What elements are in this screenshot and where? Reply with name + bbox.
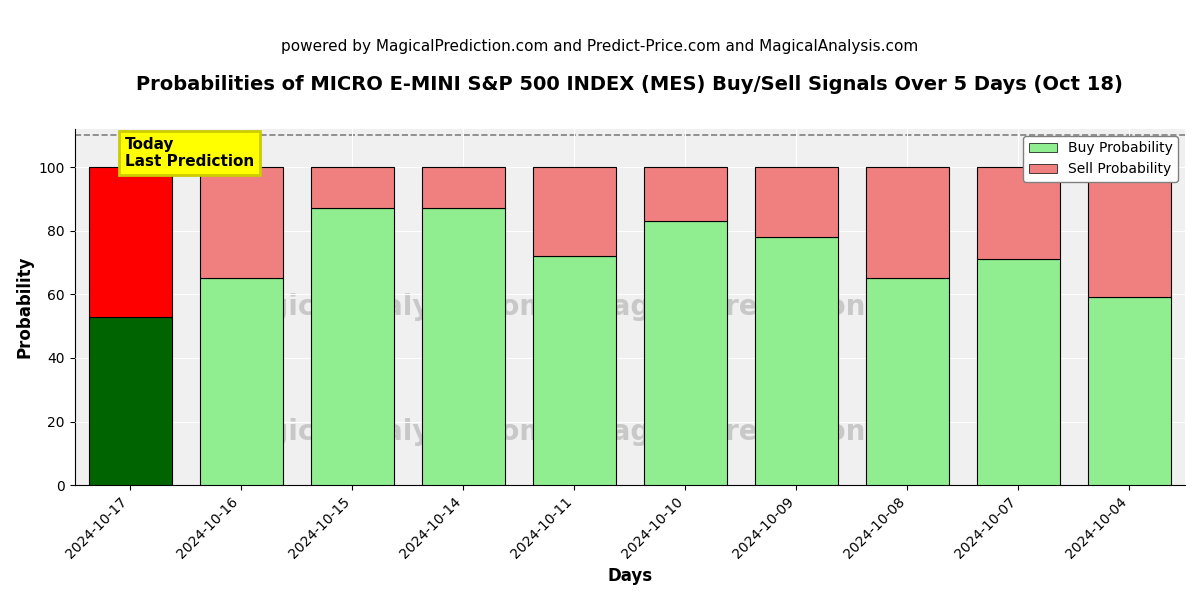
Bar (89, 317, 172, 485)
X-axis label: Days: Days (607, 567, 653, 585)
Bar (421, 167, 505, 208)
Bar (755, 237, 838, 485)
Text: powered by MagicalPrediction.com and Predict-Price.com and MagicalAnalysis.com: powered by MagicalPrediction.com and Pre… (281, 39, 919, 54)
Bar (977, 259, 1060, 485)
Title: Probabilities of MICRO E-MINI S&P 500 INDEX (MES) Buy/Sell Signals Over 5 Days (: Probabilities of MICRO E-MINI S&P 500 IN… (137, 75, 1123, 94)
Bar (533, 256, 616, 485)
Bar (533, 167, 616, 256)
Text: MagicalAnalysis.com: MagicalAnalysis.com (222, 293, 548, 321)
Text: Today
Last Prediction: Today Last Prediction (125, 137, 254, 169)
Bar (1088, 298, 1171, 485)
Text: MagicalPrediction.com: MagicalPrediction.com (584, 418, 941, 446)
Bar (311, 208, 394, 485)
Text: MagicalPrediction.com: MagicalPrediction.com (584, 293, 941, 321)
Text: MagicalAnalysis.com: MagicalAnalysis.com (222, 418, 548, 446)
Bar (643, 221, 727, 485)
Bar (865, 278, 949, 485)
Bar (977, 167, 1060, 259)
Bar (199, 167, 283, 278)
Bar (199, 278, 283, 485)
Bar (421, 208, 505, 485)
Bar (865, 167, 949, 278)
Bar (311, 167, 394, 208)
Legend: Buy Probability, Sell Probability: Buy Probability, Sell Probability (1024, 136, 1178, 182)
Bar (89, 167, 172, 317)
Bar (755, 167, 838, 237)
Bar (1088, 167, 1171, 298)
Bar (643, 167, 727, 221)
Y-axis label: Probability: Probability (16, 256, 34, 358)
